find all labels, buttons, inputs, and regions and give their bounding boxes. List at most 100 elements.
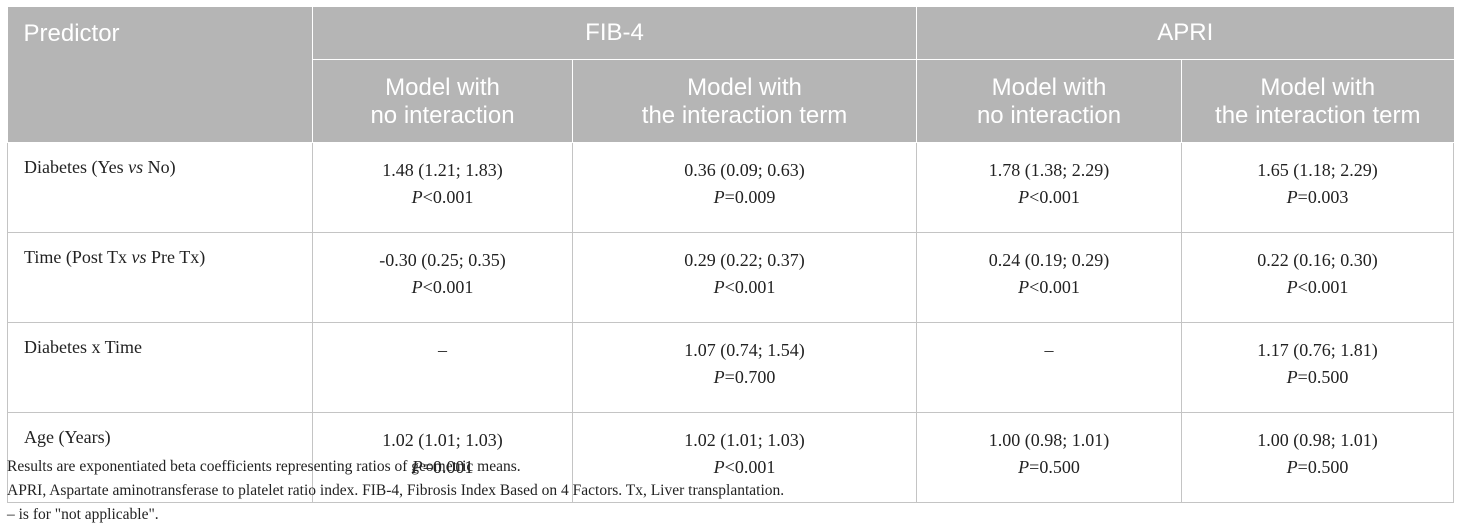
estimate-ci: – <box>438 340 447 360</box>
estimate-cell: 1.65 (1.18; 2.29) P=0.003 <box>1180 142 1455 233</box>
subheader-fib4-no-interaction: Model with no interaction <box>312 59 573 143</box>
table-body: Diabetes (Yes vs No) 1.48 (1.21; 1.83) P<0… <box>7 142 1455 503</box>
subheader-line: no interaction <box>370 102 515 129</box>
p-value: P<0.001 <box>313 274 572 301</box>
estimate-ci: 0.29 (0.22; 0.37) <box>684 250 805 270</box>
row-predictor-label: Diabetes (Yes vs No) <box>7 142 313 233</box>
label-part: Pre Tx) <box>146 247 206 267</box>
estimate-ci: 1.48 (1.21; 1.83) <box>382 160 503 180</box>
label-part: vs <box>128 157 144 177</box>
p-value-number: <0.001 <box>1029 277 1080 297</box>
p-value: P=0.003 <box>1182 184 1453 211</box>
estimate-ci: 1.00 (0.98; 1.01) <box>988 430 1110 450</box>
p-letter: P <box>713 367 725 387</box>
p-value: P<0.001 <box>573 454 916 481</box>
p-letter: P <box>1286 367 1298 387</box>
estimate-cell: 1.07 (0.74; 1.54) P=0.700 <box>572 322 917 413</box>
estimate-cell: 0.22 (0.16; 0.30) P<0.001 <box>1180 232 1455 323</box>
p-value: P=0.009 <box>573 184 916 211</box>
subheader-line: Model with <box>687 74 802 101</box>
estimate-ci: 0.36 (0.09; 0.63) <box>684 160 805 180</box>
p-value: P<0.001 <box>917 184 1181 211</box>
row-predictor-label: Time (Post Tx vs Pre Tx) <box>7 232 313 323</box>
row-predictor-label: Diabetes x Time <box>7 322 313 413</box>
results-table: Predictor FIB-4 APRI Model with no inter… <box>7 7 1455 503</box>
subheader-apri-interaction-term: Model with the interaction term <box>1180 59 1454 143</box>
estimate-ci: 1.02 (1.01; 1.03) <box>382 430 503 450</box>
estimate-ci: 1.17 (0.76; 1.81) <box>1257 340 1378 360</box>
estimate-cell: 1.02 (1.01; 1.03) P=0.001 <box>312 412 573 503</box>
estimate-cell: 1.78 (1.38; 2.29) P<0.001 <box>916 142 1182 233</box>
estimate-cell: 1.02 (1.01; 1.03) P<0.001 <box>572 412 917 503</box>
p-value-number: =0.009 <box>724 187 776 207</box>
p-letter: P <box>1018 187 1030 207</box>
p-value-number: =0.003 <box>1297 187 1349 207</box>
label-part: No) <box>143 157 176 177</box>
p-value-number: <0.001 <box>724 277 776 297</box>
subheader-line: the interaction term <box>641 102 848 129</box>
estimate-ci: 1.00 (0.98; 1.01) <box>1257 430 1378 450</box>
table-footnotes: Results are exponentiated beta coefficie… <box>7 455 784 527</box>
table-row: Diabetes x Time –1.07 (0.74; 1.54) P=0.700… <box>7 322 1455 413</box>
p-value-number: =0.700 <box>724 367 776 387</box>
label-part: Age (Years) <box>24 427 111 447</box>
p-letter: P <box>1018 277 1030 297</box>
p-letter: P <box>713 457 725 477</box>
p-value: P=0.700 <box>573 364 916 391</box>
estimate-cell: 1.00 (0.98; 1.01) P=0.500 <box>1180 412 1455 503</box>
subheader-line: no interaction <box>976 102 1122 129</box>
estimate-ci: 1.65 (1.18; 2.29) <box>1257 160 1378 180</box>
results-table-container: Predictor FIB-4 APRI Model with no inter… <box>7 7 1455 503</box>
estimate-cell: 1.17 (0.76; 1.81) P=0.500 <box>1180 322 1455 413</box>
header-predictor: Predictor <box>7 7 313 143</box>
estimate-ci: 1.07 (0.74; 1.54) <box>684 340 805 360</box>
estimate-ci: 1.78 (1.38; 2.29) <box>988 160 1110 180</box>
p-letter: P <box>411 187 423 207</box>
header-group-fib4: FIB-4 <box>312 7 917 60</box>
p-value: P<0.001 <box>1182 274 1453 301</box>
footnote-results: Results are exponentiated beta coefficie… <box>7 458 521 475</box>
subheader-line: Model with <box>991 74 1107 101</box>
header-group-apri: APRI <box>915 7 1454 60</box>
estimate-cell: – <box>312 322 573 413</box>
subheader-fib4-interaction-term: Model with the interaction term <box>572 59 917 143</box>
p-value: P=0.500 <box>1182 454 1453 481</box>
p-value: P=0.500 <box>917 454 1181 481</box>
p-letter: P <box>713 277 725 297</box>
p-letter: P <box>1286 457 1298 477</box>
estimate-cell: 0.29 (0.22; 0.37) P<0.001 <box>572 232 917 323</box>
p-value: P=0.001 <box>313 454 572 481</box>
p-value-number: <0.001 <box>1029 187 1080 207</box>
label-part: Diabetes x Time <box>24 337 143 357</box>
p-letter: P <box>411 277 423 297</box>
p-value-number: <0.001 <box>422 277 474 297</box>
p-value-number: =0.001 <box>422 457 474 477</box>
table-row: Age (Years) 1.02 (1.01; 1.03) P=0.001 1.02 … <box>7 412 1455 503</box>
p-value-number: =0.500 <box>1029 457 1080 477</box>
subheader-line: Model with <box>1260 74 1376 101</box>
subheader-line: Model with <box>385 74 500 101</box>
p-value: P<0.001 <box>313 184 572 211</box>
estimate-cell: 1.00 (0.98; 1.01) P=0.500 <box>916 412 1182 503</box>
subheader-apri-no-interaction: Model with no interaction <box>916 59 1182 143</box>
table-row: Diabetes (Yes vs No) 1.48 (1.21; 1.83) P<0… <box>7 142 1455 233</box>
p-letter: P <box>1286 277 1298 297</box>
label-part: Time (Post Tx <box>24 247 132 267</box>
p-value-number: =0.500 <box>1297 367 1349 387</box>
p-value: P<0.001 <box>573 274 916 301</box>
p-value-number: <0.001 <box>1297 277 1349 297</box>
label-part: vs <box>131 247 147 267</box>
p-value-number: <0.001 <box>422 187 474 207</box>
estimate-ci: 0.24 (0.19; 0.29) <box>988 250 1110 270</box>
estimate-cell: 0.24 (0.19; 0.29) P<0.001 <box>916 232 1182 323</box>
p-letter: P <box>411 457 423 477</box>
estimate-cell: – <box>916 322 1182 413</box>
p-letter: P <box>713 187 725 207</box>
subheader-line: the interaction term <box>1215 102 1421 129</box>
estimate-cell: 0.36 (0.09; 0.63) P=0.009 <box>572 142 917 233</box>
estimate-ci: 1.02 (1.01; 1.03) <box>684 430 805 450</box>
label-part: Diabetes (Yes <box>24 157 129 177</box>
p-value: P=0.500 <box>1182 364 1453 391</box>
estimate-ci: – <box>1044 340 1054 360</box>
estimate-cell: -0.30 (0.25; 0.35) P<0.001 <box>312 232 573 323</box>
